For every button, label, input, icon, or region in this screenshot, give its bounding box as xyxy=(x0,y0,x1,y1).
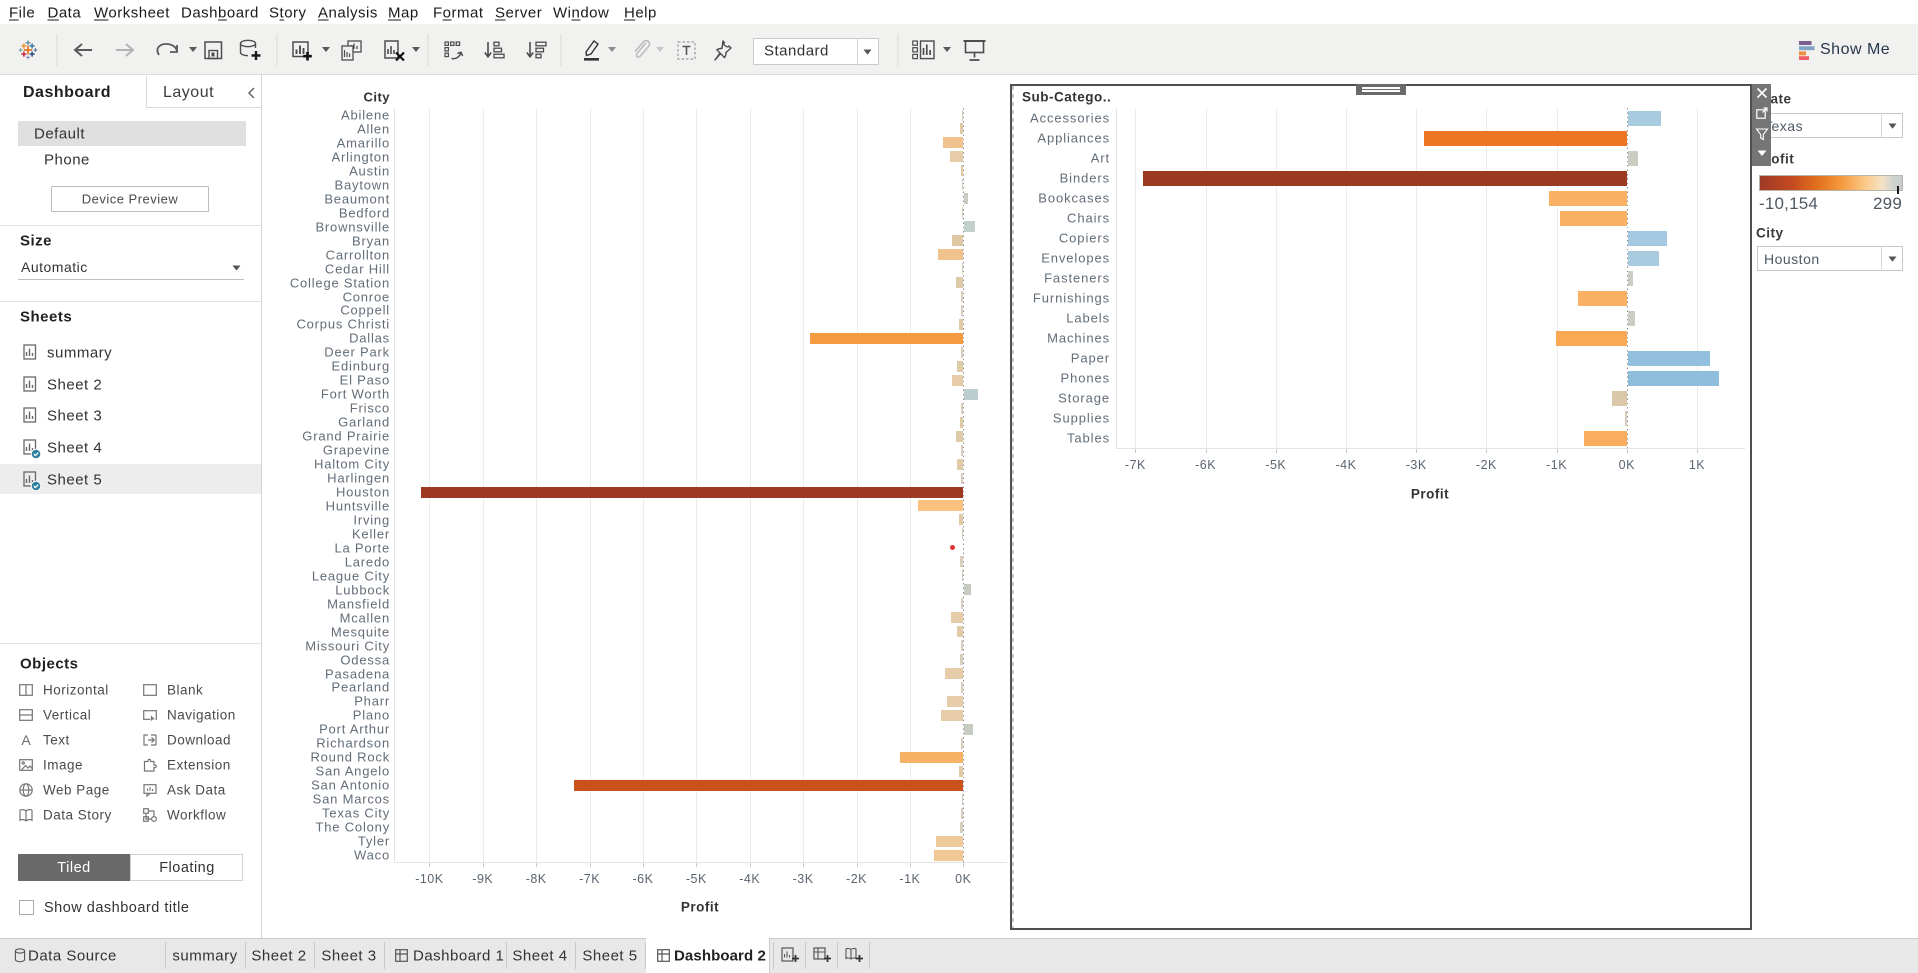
svg-text:A: A xyxy=(21,733,31,747)
